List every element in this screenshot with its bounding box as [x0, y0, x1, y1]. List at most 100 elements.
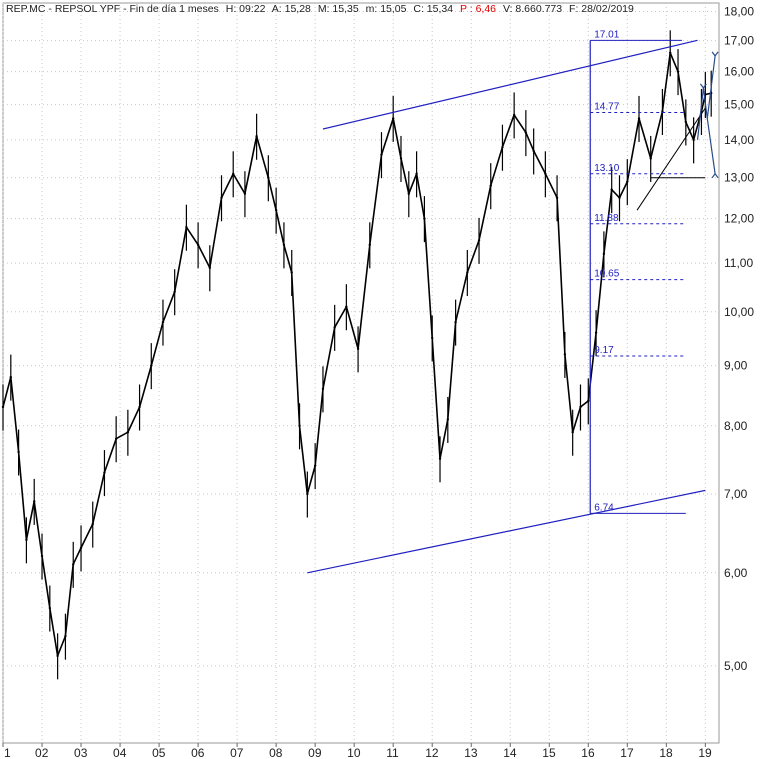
channel-lower-line: [307, 489, 706, 574]
forecast-arrow: [706, 118, 716, 174]
y-tick-label: 11,00: [724, 256, 753, 270]
forecast-arrow: [702, 87, 708, 119]
forecast-arrow: [696, 87, 704, 140]
price-point: [579, 405, 582, 409]
x-tick-label: 08: [269, 746, 283, 759]
price-point: [25, 538, 28, 542]
price-point: [138, 405, 141, 409]
price-point: [173, 290, 176, 293]
fib-level-label: 17.01: [594, 29, 619, 40]
price-point: [512, 113, 516, 117]
price-point: [446, 418, 450, 421]
price-point: [232, 172, 235, 176]
price-point: [9, 375, 13, 379]
header-p: P : 6,46: [460, 3, 496, 15]
price-point: [255, 135, 258, 138]
overlay-layer: 17.01 14.77 13.10 11.88 10.65 9.17 6.74: [307, 29, 719, 574]
x-tick-label: 13: [464, 746, 478, 759]
price-point: [282, 243, 286, 247]
fib-level-label: 10.65: [594, 269, 619, 280]
x-tick-label: 05: [152, 746, 166, 759]
x-tick-label: 03: [74, 746, 88, 759]
header-a: A: 15,28: [272, 3, 311, 15]
fib-level-label: 13.10: [594, 163, 619, 174]
arrow-head: [711, 172, 719, 179]
fib-level-label: 14.77: [594, 101, 619, 112]
arrow-head: [711, 51, 719, 57]
price-point: [610, 188, 613, 191]
plot-area: [2, 2, 720, 744]
price-point: [477, 239, 481, 242]
price-point: [571, 431, 574, 434]
price-point: [602, 252, 606, 256]
price-point: [298, 424, 301, 427]
price-point: [1, 405, 5, 409]
fib-level-label: 11.88: [594, 213, 619, 224]
x-tick-label: 09: [308, 746, 322, 759]
price-point: [555, 196, 559, 199]
header-h: H: 09:22: [226, 3, 266, 15]
price-point: [368, 243, 371, 247]
forecast-arrow: [706, 55, 716, 119]
y-tick-label: 14,00: [724, 133, 754, 147]
x-tick-label: 12: [425, 746, 439, 759]
arrow-head: [699, 83, 707, 89]
price-point: [79, 546, 83, 550]
price-point: [150, 364, 153, 367]
price-point: [594, 331, 598, 334]
price-point: [524, 131, 528, 134]
price-point: [306, 492, 309, 496]
x-axis: 1 02 03 04 05 06 07 08 09 10 11 12 13 14 15 16 17 18 19: [2, 743, 712, 759]
x-tick-label: 1: [4, 746, 11, 759]
price-point: [563, 353, 567, 356]
price-point: [161, 320, 165, 324]
price-point: [637, 117, 641, 120]
price-point: [185, 226, 188, 229]
price-point: [208, 266, 212, 269]
fib-level-label: 9.17: [594, 345, 614, 356]
price-point: [544, 172, 547, 176]
price-point: [40, 554, 44, 558]
y-tick-label: 12,00: [724, 212, 754, 226]
price-point: [407, 192, 410, 195]
price-point: [684, 120, 688, 124]
grid-layer: [2, 3, 719, 743]
x-tick-label: 11: [386, 746, 399, 759]
header-mm: m: 15,05: [366, 3, 407, 15]
y-axis: 18,00 17,00 16,00 15,00 14,00 13,00 12,00 11,00…: [724, 4, 754, 672]
y-tick-label: 13,00: [724, 171, 754, 185]
x-tick-label: 18: [659, 746, 673, 759]
price-point: [196, 243, 200, 247]
price-point: [431, 336, 434, 340]
header-m: M: 15,35: [318, 3, 359, 15]
price-point: [676, 70, 680, 73]
x-tick-label: 16: [581, 746, 595, 759]
y-tick-label: 16,00: [724, 65, 754, 79]
price-point: [243, 192, 247, 195]
header-text: REP.MC - REPSOL YPF - Fin de día 1 meses…: [6, 3, 634, 15]
x-tick-label: 15: [542, 746, 556, 759]
price-point: [692, 138, 695, 142]
y-tick-label: 18,00: [724, 4, 754, 18]
header-c: C: 15,34: [413, 3, 453, 15]
price-point: [649, 157, 652, 160]
price-point: [267, 176, 270, 179]
x-tick-label: 17: [620, 746, 634, 759]
price-point: [64, 634, 67, 638]
price-point: [466, 271, 469, 274]
price-point: [274, 208, 278, 212]
channel-upper-line: [322, 39, 698, 130]
price-point: [618, 196, 621, 199]
fib-level-label: 6.74: [594, 502, 614, 513]
price-point: [532, 149, 535, 153]
y-tick-label: 8,00: [724, 419, 748, 433]
x-tick-label: 07: [230, 746, 244, 759]
x-tick-label: 19: [698, 746, 712, 759]
price-point: [91, 522, 94, 526]
x-tick-label: 02: [35, 746, 49, 759]
y-tick-label: 6,00: [724, 566, 748, 580]
y-tick-label: 5,00: [724, 659, 748, 673]
price-point: [587, 399, 590, 403]
